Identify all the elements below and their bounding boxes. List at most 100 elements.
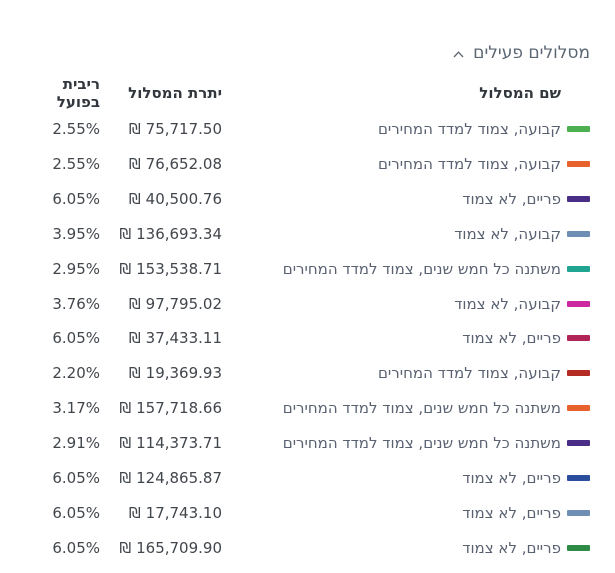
track-name-cell: פריים, לא צמוד [222, 469, 590, 487]
chevron-up-icon[interactable] [453, 50, 464, 58]
actual-rate-value: 3.17% [52, 399, 100, 418]
actual-rate-value: 6.05% [52, 329, 100, 348]
actual-rate-value: 6.05% [52, 190, 100, 209]
shekel-symbol: ₪ [128, 329, 141, 348]
table-row: קבועה, צמוד למדד המחירים ₪ 19,369.93 2.20… [25, 356, 590, 391]
track-balance-cell: ₪ 157,718.66 [100, 399, 222, 417]
track-name-cell: פריים, לא צמוד [222, 504, 590, 522]
track-name-cell: משתנה כל חמש שנים, צמוד למדד המחירים [222, 260, 590, 278]
track-balance-cell: ₪ 124,865.87 [100, 469, 222, 487]
table-row: משתנה כל חמש שנים, צמוד למדד המחירים ₪ 15… [25, 391, 590, 426]
track-balance-cell: ₪ 19,369.93 [100, 364, 222, 382]
track-name-cell: פריים, לא צמוד [222, 190, 590, 208]
track-color-bar [567, 544, 590, 551]
track-color-bar [567, 126, 590, 133]
section-title: מסלולים פעילים [473, 43, 590, 63]
balance-value: 136,693.34 [136, 224, 222, 243]
table-body: קבועה, צמוד למדד המחירים ₪ 75,717.50 2.55… [25, 112, 590, 565]
shekel-symbol: ₪ [119, 399, 132, 418]
table-row: משתנה כל חמש שנים, צמוד למדד המחירים ₪ 11… [25, 426, 590, 461]
track-balance-cell: ₪ 37,433.11 [100, 329, 222, 347]
shekel-symbol: ₪ [128, 155, 141, 174]
track-color-bar [567, 474, 590, 481]
actual-rate-value: 2.55% [52, 155, 100, 174]
column-header-track-name: שם המסלול [479, 84, 561, 102]
track-balance-cell: ₪ 136,693.34 [100, 225, 222, 243]
track-name: קבועה, צמוד למדד המחירים [377, 364, 561, 383]
shekel-symbol: ₪ [119, 224, 132, 243]
balance-value: 17,743.10 [145, 503, 222, 522]
track-name-cell: פריים, לא צמוד [222, 539, 590, 557]
shekel-symbol: ₪ [128, 294, 141, 313]
track-name-cell: פריים, לא צמוד [222, 329, 590, 347]
balance-value: 165,709.90 [136, 538, 222, 557]
track-color-bar [567, 405, 590, 412]
balance-value: 124,865.87 [136, 468, 222, 487]
track-name: קבועה, צמוד למדד המחירים [377, 120, 561, 139]
track-color-bar [567, 370, 590, 377]
active-tracks-table: שם המסלול יתרת המסלול ריבית בפועל קבועה,… [0, 64, 615, 565]
track-balance-cell: ₪ 114,373.71 [100, 434, 222, 452]
column-header-actual-rate: ריבית בפועל [56, 75, 100, 111]
table-row: קבועה, צמוד למדד המחירים ₪ 76,652.08 2.55… [25, 147, 590, 182]
actual-rate-value: 3.76% [52, 294, 100, 313]
balance-value: 76,652.08 [145, 155, 222, 174]
table-header-row: שם המסלול יתרת המסלול ריבית בפועל [25, 64, 590, 112]
actual-rate-value: 6.05% [52, 538, 100, 557]
table-row: קבועה, לא צמוד ₪ 97,795.02 3.76% [25, 286, 590, 321]
track-name: קבועה, צמוד למדד המחירים [377, 155, 561, 174]
track-name: קבועה, לא צמוד [454, 224, 561, 243]
track-name: פריים, לא צמוד [462, 329, 561, 348]
track-name-cell: משתנה כל חמש שנים, צמוד למדד המחירים [222, 399, 590, 417]
actual-rate-value: 6.05% [52, 503, 100, 522]
actual-rate-value: 3.95% [52, 224, 100, 243]
track-name: קבועה, לא צמוד [454, 294, 561, 313]
column-header-track-balance: יתרת המסלול [128, 84, 222, 102]
table-row: קבועה, צמוד למדד המחירים ₪ 75,717.50 2.55… [25, 112, 590, 147]
balance-value: 153,538.71 [136, 259, 222, 278]
track-name-cell: קבועה, צמוד למדד המחירים [222, 120, 590, 138]
table-row: פריים, לא צמוד ₪ 37,433.11 6.05% [25, 321, 590, 356]
actual-rate-value: 2.20% [52, 364, 100, 383]
table-row: משתנה כל חמש שנים, צמוד למדד המחירים ₪ 15… [25, 251, 590, 286]
track-color-bar [567, 335, 590, 342]
track-name-cell: קבועה, צמוד למדד המחירים [222, 155, 590, 173]
actual-rate-value: 2.55% [52, 120, 100, 139]
track-name-cell: קבועה, לא צמוד [222, 225, 590, 243]
shekel-symbol: ₪ [128, 120, 141, 139]
shekel-symbol: ₪ [128, 364, 141, 383]
track-color-bar [567, 509, 590, 516]
shekel-symbol: ₪ [128, 503, 141, 522]
track-name: פריים, לא צמוד [462, 503, 561, 522]
table-row: פריים, לא צמוד ₪ 124,865.87 6.05% [25, 460, 590, 495]
track-color-bar [567, 265, 590, 272]
track-color-bar [567, 300, 590, 307]
shekel-symbol: ₪ [119, 538, 132, 557]
table-row: קבועה, לא צמוד ₪ 136,693.34 3.95% [25, 217, 590, 252]
track-balance-cell: ₪ 76,652.08 [100, 155, 222, 173]
balance-value: 37,433.11 [145, 329, 222, 348]
table-row: פריים, לא צמוד ₪ 165,709.90 6.05% [25, 530, 590, 565]
actual-rate-value: 6.05% [52, 468, 100, 487]
shekel-symbol: ₪ [119, 434, 132, 453]
balance-value: 157,718.66 [136, 399, 222, 418]
active-tracks-section-header[interactable]: מסלולים פעילים [0, 0, 615, 64]
balance-value: 114,373.71 [136, 434, 222, 453]
actual-rate-value: 2.91% [52, 434, 100, 453]
track-color-bar [567, 440, 590, 447]
track-balance-cell: ₪ 153,538.71 [100, 260, 222, 278]
table-row: פריים, לא צמוד ₪ 17,743.10 6.05% [25, 495, 590, 530]
track-name: משתנה כל חמש שנים, צמוד למדד המחירים [282, 259, 561, 278]
track-balance-cell: ₪ 75,717.50 [100, 120, 222, 138]
track-color-bar [567, 161, 590, 168]
actual-rate-value: 2.95% [52, 259, 100, 278]
balance-value: 75,717.50 [145, 120, 222, 139]
track-name-cell: משתנה כל חמש שנים, צמוד למדד המחירים [222, 434, 590, 452]
track-name: פריים, לא צמוד [462, 538, 561, 557]
track-balance-cell: ₪ 40,500.76 [100, 190, 222, 208]
shekel-symbol: ₪ [119, 259, 132, 278]
balance-value: 19,369.93 [145, 364, 222, 383]
track-name: משתנה כל חמש שנים, צמוד למדד המחירים [282, 399, 561, 418]
track-name: פריים, לא צמוד [462, 190, 561, 209]
shekel-symbol: ₪ [119, 468, 132, 487]
